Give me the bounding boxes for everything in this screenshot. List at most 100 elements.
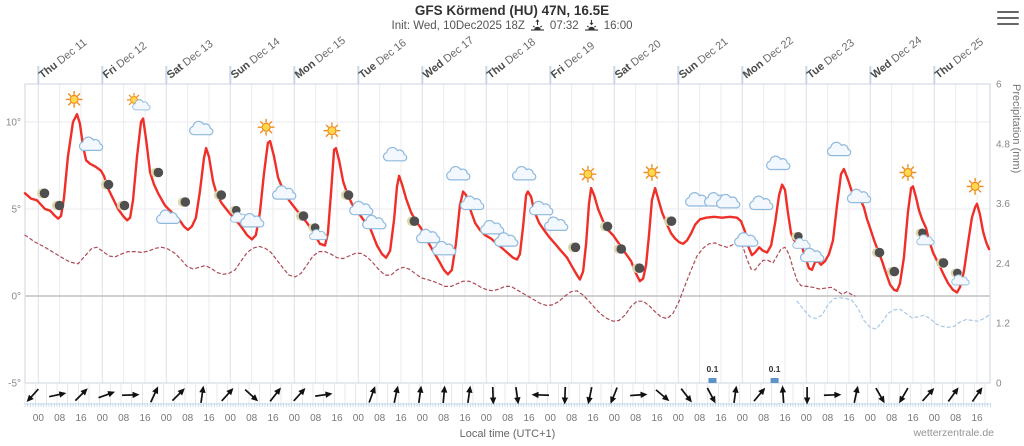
time-label: 00	[929, 413, 941, 424]
time-label: 16	[971, 413, 983, 424]
weather-icon-moon	[568, 242, 581, 253]
temp-axis-label: 0°	[11, 292, 21, 303]
precip-axis-label: 1.2	[996, 319, 1010, 330]
wind-arrow	[221, 387, 234, 402]
time-label: 08	[886, 413, 898, 424]
time-label: 08	[950, 413, 962, 424]
temperature-line	[23, 113, 991, 294]
time-label: 08	[310, 413, 322, 424]
weather-icon-cloud	[715, 193, 741, 209]
wind-arrow	[489, 386, 497, 405]
time-label: 00	[33, 413, 45, 424]
sunrise-icon	[530, 19, 544, 31]
time-label: 16	[715, 413, 727, 424]
weather-icon-cloud	[511, 166, 537, 181]
time-label: 00	[353, 413, 365, 424]
time-label: 00	[481, 413, 493, 424]
wind-arrow	[921, 387, 935, 402]
day-label: Tue Dec 23	[805, 37, 857, 81]
weather-icon-moon	[341, 190, 354, 200]
wind-arrow	[853, 385, 860, 404]
wind-arrow	[315, 391, 333, 398]
time-label: 16	[523, 413, 535, 424]
weather-icon-cloud	[749, 195, 774, 211]
precip-axis-label: 4.8	[996, 139, 1010, 150]
watermark: wetterzentrale.de	[913, 427, 994, 439]
page-title: GFS Körmend (HU) 47N, 16.5E	[414, 3, 610, 18]
day-label: Thu Dec 11	[37, 37, 90, 82]
wind-arrow	[393, 385, 400, 404]
time-label: 16	[203, 413, 215, 424]
wind-arrow	[122, 391, 140, 399]
wind-arrow	[514, 386, 521, 405]
time-label: 00	[865, 413, 877, 424]
time-label: 00	[801, 413, 813, 424]
weather-icon-sun	[899, 163, 917, 182]
time-label: 16	[843, 413, 855, 424]
wind-arrow	[417, 385, 424, 404]
wind-arrow	[199, 385, 206, 404]
day-label: Wed Dec 17	[421, 34, 476, 81]
weather-icon-cloud	[362, 214, 387, 230]
weather-icon-moon	[406, 216, 420, 226]
day-label: Thu Dec 25	[933, 36, 986, 81]
weather-icon-moon-cloud	[308, 223, 328, 241]
wind-arrow	[561, 386, 569, 405]
time-label: 16	[331, 413, 343, 424]
time-label: 16	[139, 413, 151, 424]
temp-axis-label: 5°	[11, 205, 21, 216]
time-label: 08	[822, 413, 834, 424]
wind-arrow	[171, 388, 185, 402]
time-label: 16	[75, 413, 87, 424]
day-label: Fri Dec 19	[549, 40, 597, 81]
weather-icon-cloud	[734, 232, 759, 247]
wind-arrow	[753, 387, 766, 402]
weather-icon-cloud	[446, 166, 471, 181]
wind-arrow	[98, 391, 116, 399]
weather-icon-cloud	[78, 136, 104, 152]
weather-icon-sun	[65, 90, 83, 108]
weather-icon-cloud	[349, 200, 374, 216]
weather-icon-moon	[664, 216, 677, 226]
day-label: Wed Dec 24	[869, 34, 924, 81]
weather-icon-cloud	[494, 232, 519, 247]
wind-arrow	[48, 391, 67, 398]
day-label: Mon Dec 22	[741, 35, 796, 82]
weather-icon-sun	[257, 118, 275, 136]
weather-icon-moon-cloud	[915, 228, 935, 246]
precip-bar	[770, 378, 779, 383]
weather-icon-cloud	[799, 247, 825, 263]
time-label: 00	[417, 413, 429, 424]
weather-icon-moon	[632, 263, 645, 273]
weather-icon-moon	[213, 190, 227, 200]
time-label: 00	[545, 413, 557, 424]
time-label: 16	[651, 413, 663, 424]
precip-axis-label: 2.4	[996, 259, 1010, 270]
weather-icon-cloud	[431, 240, 457, 256]
weather-icon-moon	[150, 167, 164, 178]
weather-icon-cloud	[155, 209, 181, 225]
wind-arrow	[149, 386, 159, 403]
wind-arrow	[269, 387, 281, 402]
x-axis-title: Local time (UTC+1)	[459, 428, 556, 440]
menu-icon[interactable]	[997, 7, 1019, 29]
time-label: 16	[779, 413, 791, 424]
precip-axis-label: 3.6	[996, 199, 1010, 210]
weather-icon-sun	[579, 165, 597, 183]
wind-arrow	[466, 385, 473, 404]
weather-icon-sun-cloud	[126, 92, 151, 111]
wind-arrow	[610, 387, 618, 404]
sunrise-time: 07:32	[549, 20, 579, 32]
weather-icon-cloud	[479, 220, 505, 235]
wind-arrow	[875, 387, 885, 404]
weather-icon-moon	[177, 197, 191, 207]
weather-icon-moon	[600, 221, 613, 232]
day-label: Sat Dec 20	[613, 38, 664, 81]
precip-value-label: 0.1	[769, 364, 781, 374]
weather-icon-sun	[966, 177, 984, 195]
day-label: Mon Dec 15	[293, 35, 348, 82]
weather-icon-moon	[872, 247, 885, 258]
weather-icon-cloud	[846, 188, 872, 204]
wind-arrow	[74, 388, 88, 402]
